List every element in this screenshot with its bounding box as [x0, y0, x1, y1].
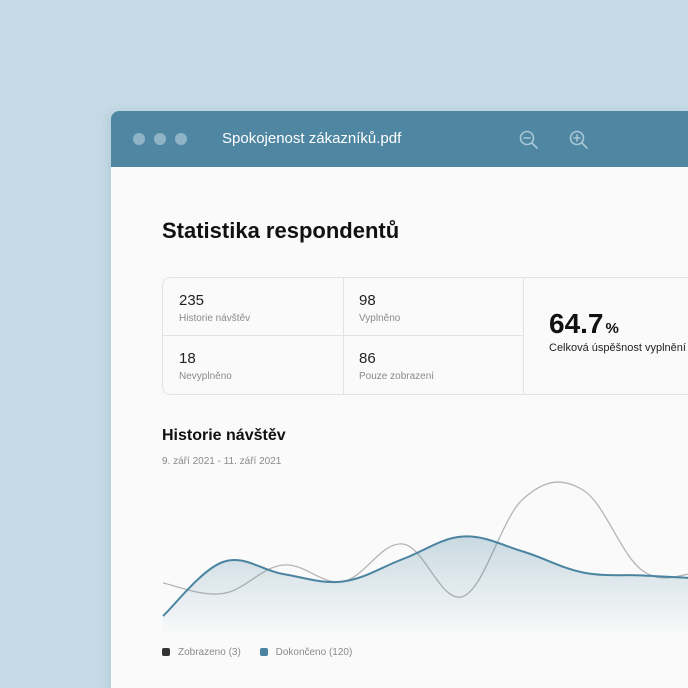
legend-item-viewed: Zobrazeno (3) — [162, 647, 241, 658]
pdf-viewer-window: Spokojenost zákazníků.pdf Statistika res… — [111, 111, 688, 688]
stat-label: Pouze zobrazení — [359, 371, 435, 382]
zoom-in-icon[interactable] — [569, 130, 589, 150]
stat-value: 86 — [359, 350, 376, 367]
success-rate-unit: % — [605, 320, 619, 337]
stats-divider — [523, 278, 524, 394]
window-maximize-dot[interactable] — [175, 133, 187, 145]
title-bar: Spokojenost zákazníků.pdf — [111, 111, 688, 167]
overall-success-rate: 64.7% Celková úspěšnost vyplnění — [549, 308, 686, 354]
stat-completed: 98 Vyplněno — [359, 292, 529, 324]
stat-value: 18 — [179, 350, 196, 367]
visits-title: Historie návštěv — [162, 427, 286, 444]
legend-swatch — [259, 648, 268, 656]
page-title: Statistika respondentů — [162, 218, 400, 243]
window-minimize-dot[interactable] — [154, 133, 166, 145]
legend-item-completed: Dokončeno (120) — [259, 647, 353, 658]
window-close-dot[interactable] — [133, 133, 145, 145]
stat-label: Historie návštěv — [179, 313, 251, 324]
success-rate-label: Celková úspěšnost vyplnění — [549, 342, 686, 354]
window-title: Spokojenost zákazníků.pdf — [222, 130, 402, 147]
stat-label: Nevyplněno — [179, 371, 232, 382]
stat-views-only: 86 Pouze zobrazení — [359, 350, 529, 382]
chart-legend: Zobrazeno (3) Dokončeno (120) — [162, 647, 368, 658]
stats-panel: 235 Historie návštěv 98 Vyplněno 18 Nevy… — [162, 277, 688, 395]
stats-divider — [163, 335, 523, 336]
completed-area-fill — [163, 536, 688, 636]
legend-label: Dokončeno (120) — [275, 647, 353, 658]
legend-label: Zobrazeno (3) — [178, 647, 241, 658]
success-rate-value: 64.7 — [549, 308, 604, 339]
stat-visits: 235 Historie návštěv — [179, 292, 349, 324]
visits-line-chart — [162, 481, 688, 636]
stat-value: 98 — [359, 292, 376, 309]
stat-not-completed: 18 Nevyplněno — [179, 350, 349, 382]
stat-value: 235 — [179, 292, 205, 309]
stats-divider — [343, 278, 344, 394]
series-line-completed — [162, 535, 688, 617]
date-range: 9. září 2021 - 11. září 2021 — [162, 456, 282, 467]
stat-label: Vyplněno — [359, 313, 401, 324]
legend-swatch — [162, 648, 170, 656]
zoom-out-icon[interactable] — [519, 130, 539, 150]
